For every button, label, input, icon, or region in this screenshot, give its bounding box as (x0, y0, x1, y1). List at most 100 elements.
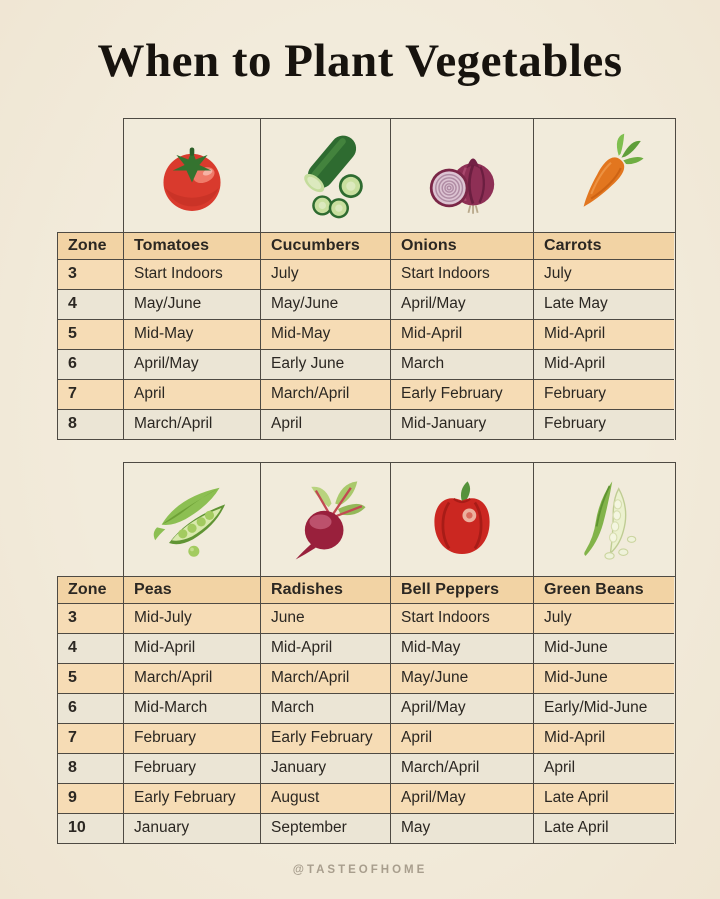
vegetable-icons-row (123, 462, 676, 576)
zone-cell: 7 (58, 380, 124, 410)
credit-handle: @TASTEOFHOME (292, 864, 428, 876)
column-header-peas: Peas (124, 577, 261, 604)
planting-time-cell: March/April (124, 410, 261, 440)
zone-cell: 7 (58, 724, 124, 754)
planting-time-cell: May (391, 814, 534, 844)
planting-time-cell: Mid-January (391, 410, 534, 440)
planting-time-cell: Mid-June (534, 664, 674, 694)
column-header-zone: Zone (58, 577, 124, 604)
planting-time-cell: Start Indoors (391, 260, 534, 290)
planting-time-cell: Mid-May (124, 320, 261, 350)
planting-time-cell: May/June (261, 290, 391, 320)
zone-cell: 6 (58, 694, 124, 724)
planting-time-cell: February (534, 410, 674, 440)
zone-cell: 4 (58, 634, 124, 664)
column-header-green-beans: Green Beans (534, 577, 674, 604)
radish-cell (261, 463, 391, 576)
bell-pepper-cell (391, 463, 534, 576)
tomato-cell (124, 119, 261, 232)
column-header-tomatoes: Tomatoes (124, 233, 261, 260)
planting-time-cell: April/May (391, 290, 534, 320)
planting-time-cell: Start Indoors (124, 260, 261, 290)
peas-icon (146, 474, 238, 566)
zone-cell: 8 (58, 754, 124, 784)
planting-time-cell: Mid-April (534, 350, 674, 380)
planting-time-cell: Early February (124, 784, 261, 814)
planting-time-cell: Early February (391, 380, 534, 410)
planting-time-cell: March/April (261, 664, 391, 694)
planting-time-cell: March/April (261, 380, 391, 410)
planting-time-cell: May/June (391, 664, 534, 694)
planting-time-cell: June (261, 604, 391, 634)
zone-cell: 3 (58, 260, 124, 290)
planting-time-cell: Late April (534, 814, 674, 844)
carrot-cell (534, 119, 674, 232)
planting-table-1: Zone Tomatoes Cucumbers Onions Carrots 3 Start… (57, 118, 676, 440)
planting-time-cell: July (534, 260, 674, 290)
planting-time-cell: January (261, 754, 391, 784)
peas-cell (124, 463, 261, 576)
planting-time-cell: March (261, 694, 391, 724)
planting-time-cell: February (534, 380, 674, 410)
zone-cell: 6 (58, 350, 124, 380)
planting-time-cell: Mid-April (261, 634, 391, 664)
planting-time-cell: January (124, 814, 261, 844)
onion-icon (416, 130, 508, 222)
cucumber-icon (280, 130, 372, 222)
planting-time-cell: April/May (124, 350, 261, 380)
planting-time-cell: April (391, 724, 534, 754)
planting-table-2: Zone Peas Radishes Bell Peppers Green Beans 3… (57, 462, 676, 844)
planting-time-cell: September (261, 814, 391, 844)
planting-time-cell: Late May (534, 290, 674, 320)
onion-cell (391, 119, 534, 232)
planting-time-cell: Mid-April (534, 724, 674, 754)
planting-time-cell: April/May (391, 784, 534, 814)
tomato-icon (146, 130, 238, 222)
planting-time-cell: Late April (534, 784, 674, 814)
green-beans-cell (534, 463, 674, 576)
planting-time-cell: July (261, 260, 391, 290)
planting-time-cell: Mid-May (261, 320, 391, 350)
planting-grid: Zone Peas Radishes Bell Peppers Green Beans 3… (57, 576, 676, 844)
planting-time-cell: March (391, 350, 534, 380)
planting-time-cell: Start Indoors (391, 604, 534, 634)
zone-cell: 8 (58, 410, 124, 440)
planting-time-cell: Early February (261, 724, 391, 754)
cucumber-cell (261, 119, 391, 232)
planting-time-cell: February (124, 724, 261, 754)
planting-time-cell: Early/Mid-June (534, 694, 674, 724)
zone-cell: 3 (58, 604, 124, 634)
planting-time-cell: Mid-June (534, 634, 674, 664)
planting-time-cell: Mid-April (124, 634, 261, 664)
planting-time-cell: Mid-April (391, 320, 534, 350)
column-header-cucumbers: Cucumbers (261, 233, 391, 260)
zone-cell: 4 (58, 290, 124, 320)
bell-pepper-icon (416, 474, 508, 566)
planting-time-cell: August (261, 784, 391, 814)
planting-time-cell: March/April (124, 664, 261, 694)
planting-time-cell: Early June (261, 350, 391, 380)
planting-grid: Zone Tomatoes Cucumbers Onions Carrots 3 Start… (57, 232, 676, 440)
vegetable-icons-row (123, 118, 676, 232)
planting-time-cell: Mid-March (124, 694, 261, 724)
planting-time-cell: Mid-April (534, 320, 674, 350)
planting-time-cell: April (534, 754, 674, 784)
zone-cell: 5 (58, 664, 124, 694)
planting-time-cell: Mid-May (391, 634, 534, 664)
planting-time-cell: Mid-July (124, 604, 261, 634)
page-title: When to Plant Vegetables (97, 35, 623, 87)
column-header-zone: Zone (58, 233, 124, 260)
column-header-carrots: Carrots (534, 233, 674, 260)
column-header-bell-peppers: Bell Peppers (391, 577, 534, 604)
planting-time-cell: May/June (124, 290, 261, 320)
planting-time-cell: April (261, 410, 391, 440)
planting-time-cell: April (124, 380, 261, 410)
column-header-onions: Onions (391, 233, 534, 260)
carrot-icon (558, 130, 650, 222)
zone-cell: 9 (58, 784, 124, 814)
radish-icon (280, 474, 372, 566)
planting-time-cell: March/April (391, 754, 534, 784)
green-beans-icon (558, 474, 650, 566)
planting-time-cell: April/May (391, 694, 534, 724)
